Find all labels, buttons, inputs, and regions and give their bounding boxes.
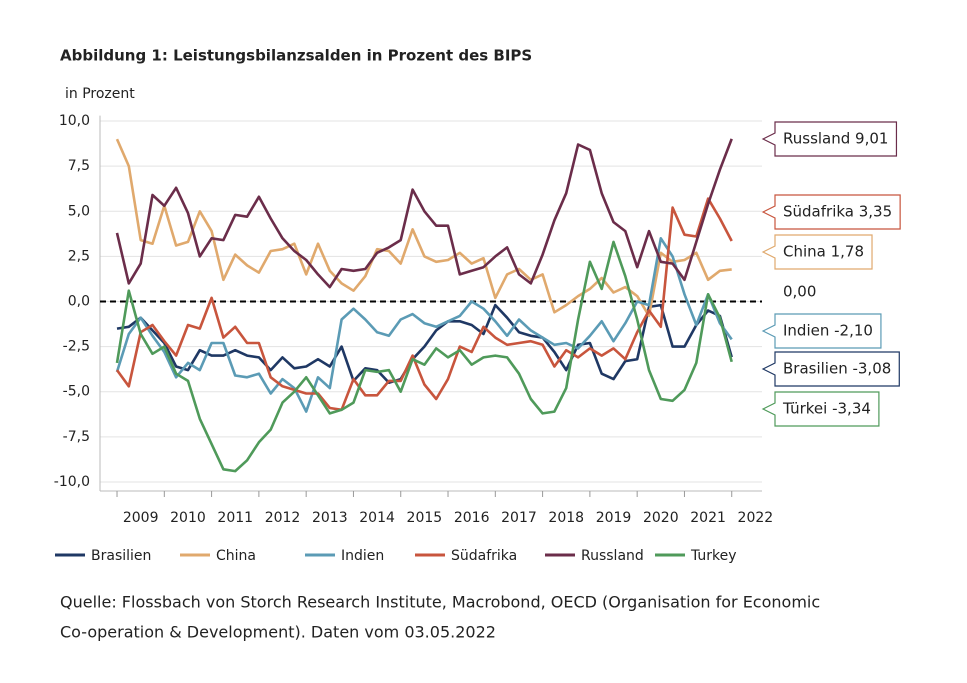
callout-box <box>761 351 900 387</box>
x-tick-label: 2011 <box>217 510 253 526</box>
x-tick-label: 2018 <box>548 510 584 526</box>
x-tick-label: 2020 <box>643 510 679 526</box>
x-tick-label: 2010 <box>170 510 206 526</box>
callout-label: China 1,78 <box>783 243 864 261</box>
callout-label: Türkei -3,34 <box>782 400 871 418</box>
y-tick-label: 10,0 <box>59 113 90 129</box>
callout-box <box>761 194 901 230</box>
y-tick-label: 7,5 <box>68 158 90 174</box>
x-tick-label: 2021 <box>690 510 726 526</box>
chart-title: Abbildung 1: Leistungsbilanzsalden in Pr… <box>60 47 532 65</box>
y-tick-label: 5,0 <box>68 203 90 219</box>
y-tick-label: -5,0 <box>63 384 90 400</box>
series-line <box>115 138 732 318</box>
callout-box <box>761 234 873 270</box>
series-line <box>116 303 733 384</box>
y-tick-label: -2,5 <box>63 339 90 355</box>
callout-label: Russland 9,01 <box>783 130 888 148</box>
y-tick-label: 0,0 <box>68 293 90 309</box>
series-line <box>115 138 733 289</box>
x-tick-label: 2013 <box>312 510 348 526</box>
legend-label: Südafrika <box>451 548 517 564</box>
y-tick-label: 2,5 <box>68 248 90 264</box>
series-line <box>115 197 733 412</box>
x-tick-label: 2009 <box>123 510 159 526</box>
x-tick-label: 2014 <box>359 510 395 526</box>
x-tick-label: 2022 <box>738 510 774 526</box>
series-line <box>115 240 733 473</box>
y-tick-label: -10,0 <box>54 474 90 490</box>
legend-label: China <box>216 548 256 564</box>
callout-box <box>761 313 882 349</box>
x-tick-label: 2016 <box>454 510 490 526</box>
callout-label: Indien -2,10 <box>783 322 873 340</box>
x-tick-label: 2015 <box>407 510 443 526</box>
y-axis-label: in Prozent <box>65 86 135 102</box>
y-tick-label: -7,5 <box>63 429 90 445</box>
series-line <box>115 237 733 413</box>
legend-label: Brasilien <box>91 548 151 564</box>
legend-label: Russland <box>581 548 644 564</box>
callout-label: 0,00 <box>783 283 816 301</box>
source: Quelle: Flossbach von Storch Research In… <box>60 593 820 612</box>
callout-box <box>761 121 898 157</box>
callout-label: Südafrika 3,35 <box>783 203 892 221</box>
legend-label: Turkey <box>690 548 737 564</box>
x-tick-label: 2017 <box>501 510 537 526</box>
source: Co-operation & Development). Daten vom 0… <box>60 623 496 642</box>
callout-label: Brasilien -3,08 <box>783 360 891 378</box>
callout-box <box>761 391 880 427</box>
x-tick-label: 2019 <box>596 510 632 526</box>
x-tick-label: 2012 <box>265 510 301 526</box>
legend-label: Indien <box>341 548 384 564</box>
